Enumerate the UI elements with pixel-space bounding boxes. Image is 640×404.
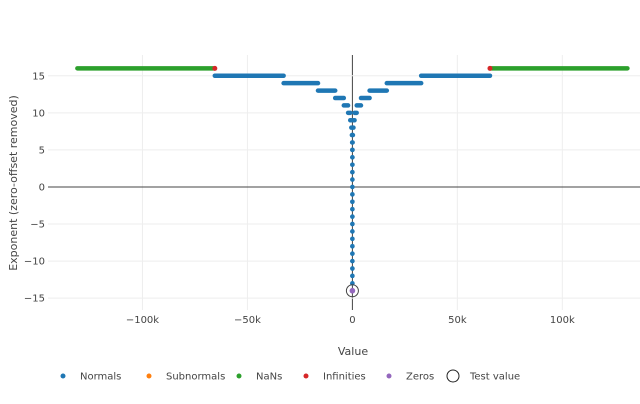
legend-marker xyxy=(146,373,152,379)
y-tick-label: 15 xyxy=(32,71,45,82)
legend-item-infinities[interactable]: Infinities xyxy=(303,372,366,383)
legend-label: Infinities xyxy=(323,372,366,383)
x-axis-label: Value xyxy=(338,345,368,358)
legend-marker xyxy=(446,369,460,383)
ticks: −100k −50k 0 50k 100k 15 10 5 0 −5 −10 −15 xyxy=(24,71,575,326)
legend-item-subnormals[interactable]: Subnormals xyxy=(146,372,226,383)
legend-marker xyxy=(236,373,242,379)
x-tick-label: −100k xyxy=(126,315,159,326)
x-tick-label: −50k xyxy=(234,315,261,326)
legend-item-nans[interactable]: NaNs xyxy=(236,372,283,383)
grid xyxy=(48,55,640,310)
x-tick-label: 100k xyxy=(550,315,575,326)
legend-label: NaNs xyxy=(256,372,282,383)
zeros-point xyxy=(349,287,356,294)
y-tick-label: −10 xyxy=(24,257,45,268)
legend-label: Test value xyxy=(469,372,520,383)
legend-item-test-value[interactable]: Test value xyxy=(446,369,520,383)
y-tick-label: 0 xyxy=(39,182,45,193)
legend-label: Subnormals xyxy=(166,372,225,383)
legend-marker xyxy=(386,373,392,379)
x-tick-label: 50k xyxy=(448,315,467,326)
x-tick-label: 0 xyxy=(349,315,355,326)
legend-label: Normals xyxy=(80,372,121,383)
legend-item-normals[interactable]: Normals xyxy=(60,372,122,383)
test-value-point xyxy=(345,284,359,298)
marks xyxy=(75,65,630,298)
legend-item-zeros[interactable]: Zeros xyxy=(386,372,435,383)
y-tick-label: 5 xyxy=(39,145,45,156)
y-tick-label: −5 xyxy=(30,220,45,231)
y-tick-label: 10 xyxy=(32,108,45,119)
legend-marker xyxy=(60,373,66,379)
y-tick-label: −15 xyxy=(24,294,45,305)
legend-marker xyxy=(303,373,309,379)
legend-label: Zeros xyxy=(406,372,434,383)
y-axis-label: Exponent (zero-offset removed) xyxy=(7,95,20,271)
infinities-point xyxy=(212,65,218,71)
legend: Normals Subnormals NaNs Infinities Zeros Test… xyxy=(60,369,520,383)
infinities-point xyxy=(487,65,493,71)
